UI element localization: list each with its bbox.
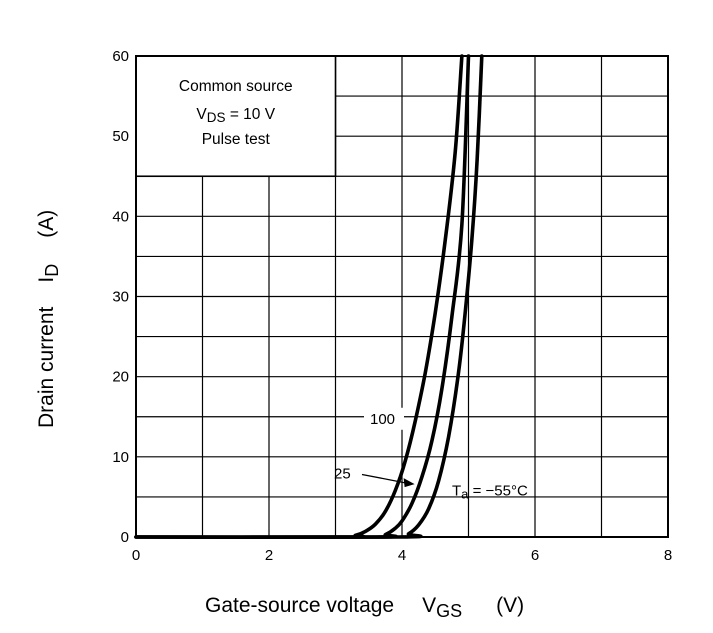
y-tick-label: 60: [112, 48, 129, 65]
x-axis-symbol: V: [422, 594, 436, 617]
x-axis-subscript: GS: [436, 601, 462, 621]
y-axis-label: Drain current: [35, 306, 58, 428]
x-tick-label: 2: [265, 547, 273, 564]
conditions-line-2: VDS = 10 V: [196, 106, 275, 125]
y-tick-label: 40: [112, 208, 129, 225]
curve-label-25-arrow: [361, 473, 407, 484]
x-axis-label: Gate-source voltage: [205, 594, 394, 617]
vds-value: = 10 V: [226, 106, 276, 123]
arrowhead-icon: [403, 478, 415, 488]
conditions-line-1: Common source: [179, 78, 293, 95]
y-tick-label: 10: [112, 449, 129, 466]
y-tick-label: 20: [112, 369, 129, 386]
conditions-line-3: Pulse test: [202, 131, 271, 148]
x-tick-label: 6: [531, 547, 539, 564]
x-axis-title: Gate-source voltage VGS (V): [205, 594, 524, 621]
ta-value: = −55°C: [468, 483, 528, 500]
curve-label-ta-minus-55: Ta = −55°C: [452, 483, 528, 502]
x-tick-label: 0: [132, 547, 140, 564]
vds-symbol: V: [196, 106, 207, 123]
y-tick-label: 50: [112, 128, 129, 145]
vds-subscript: DS: [207, 110, 226, 125]
conditions-box: [135, 55, 337, 178]
tick-labels: 0 2 4 6 8 0 10 20 30 40 50 60: [112, 48, 672, 564]
x-tick-label: 4: [398, 547, 406, 564]
x-tick-label: 8: [664, 547, 672, 564]
y-axis-subscript: D: [42, 264, 62, 277]
y-axis-unit: (A): [35, 210, 58, 238]
x-axis-unit: (V): [496, 594, 524, 617]
y-axis-symbol: I: [35, 277, 58, 283]
curve-label-25: 25: [334, 465, 351, 482]
ta-symbol: T: [452, 483, 461, 500]
ta-subscript: a: [461, 487, 469, 502]
curve-label-background: [364, 407, 404, 430]
y-axis-title: Drain current ID (A): [35, 210, 62, 428]
curve-label-100: 100: [370, 411, 395, 428]
y-tick-label: 0: [121, 529, 129, 546]
y-tick-label: 30: [112, 289, 129, 306]
plot-frame: [135, 55, 669, 538]
